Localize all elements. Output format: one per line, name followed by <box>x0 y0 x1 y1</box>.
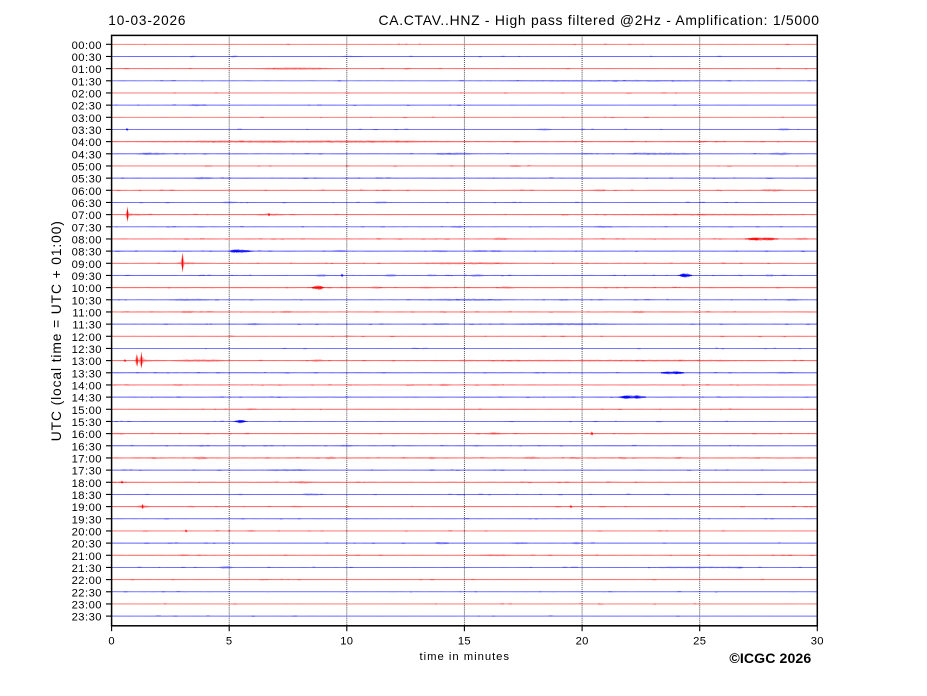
svg-text:12:00: 12:00 <box>72 332 102 344</box>
svg-text:01:00: 01:00 <box>72 64 102 76</box>
svg-text:18:30: 18:30 <box>72 490 102 502</box>
svg-text:07:30: 07:30 <box>72 222 102 234</box>
svg-text:UTC (local time = UTC + 01:00): UTC (local time = UTC + 01:00) <box>49 220 64 441</box>
svg-text:10-03-2026: 10-03-2026 <box>108 13 186 28</box>
svg-text:09:30: 09:30 <box>72 271 102 283</box>
svg-text:10:30: 10:30 <box>72 295 102 307</box>
svg-text:21:00: 21:00 <box>72 551 102 563</box>
svg-text:00:00: 00:00 <box>72 40 102 52</box>
svg-text:09:00: 09:00 <box>72 259 102 271</box>
svg-text:0: 0 <box>108 636 115 648</box>
svg-text:CA.CTAV..HNZ - High pass filte: CA.CTAV..HNZ - High pass filtered @2Hz -… <box>378 12 819 28</box>
svg-text:00:30: 00:30 <box>72 52 102 64</box>
svg-text:11:30: 11:30 <box>72 320 102 332</box>
svg-text:22:30: 22:30 <box>72 587 102 599</box>
svg-text:06:30: 06:30 <box>72 198 102 210</box>
svg-text:20:30: 20:30 <box>72 539 102 551</box>
svg-text:07:00: 07:00 <box>72 210 102 222</box>
svg-text:03:30: 03:30 <box>72 125 102 137</box>
svg-text:time in minutes: time in minutes <box>420 651 511 663</box>
svg-text:12:30: 12:30 <box>72 344 102 356</box>
svg-text:01:30: 01:30 <box>72 76 102 88</box>
svg-text:17:00: 17:00 <box>72 453 102 465</box>
svg-text:16:00: 16:00 <box>72 429 102 441</box>
svg-text:18:00: 18:00 <box>72 478 102 490</box>
svg-text:02:00: 02:00 <box>72 88 102 100</box>
svg-text:17:30: 17:30 <box>72 466 102 478</box>
svg-text:08:00: 08:00 <box>72 234 102 246</box>
svg-text:15:00: 15:00 <box>72 405 102 417</box>
svg-text:19:00: 19:00 <box>72 502 102 514</box>
svg-text:13:00: 13:00 <box>72 356 102 368</box>
svg-text:©ICGC 2026: ©ICGC 2026 <box>729 650 811 666</box>
svg-text:20:00: 20:00 <box>72 526 102 538</box>
svg-text:5: 5 <box>226 636 233 648</box>
svg-text:30: 30 <box>811 636 824 648</box>
svg-text:05:00: 05:00 <box>72 161 102 173</box>
svg-text:13:30: 13:30 <box>72 368 102 380</box>
svg-text:25: 25 <box>693 636 706 648</box>
svg-text:04:30: 04:30 <box>72 149 102 161</box>
svg-text:11:00: 11:00 <box>72 307 102 319</box>
svg-text:05:30: 05:30 <box>72 174 102 186</box>
svg-text:10: 10 <box>340 636 353 648</box>
svg-text:22:00: 22:00 <box>72 575 102 587</box>
svg-text:06:00: 06:00 <box>72 186 102 198</box>
svg-text:14:30: 14:30 <box>72 393 102 405</box>
svg-text:08:30: 08:30 <box>72 247 102 259</box>
svg-text:23:30: 23:30 <box>72 612 102 624</box>
svg-text:14:00: 14:00 <box>72 380 102 392</box>
svg-text:19:30: 19:30 <box>72 514 102 526</box>
svg-text:10:00: 10:00 <box>72 283 102 295</box>
svg-text:23:00: 23:00 <box>72 599 102 611</box>
svg-text:21:30: 21:30 <box>72 563 102 575</box>
svg-text:16:30: 16:30 <box>72 441 102 453</box>
svg-text:20: 20 <box>576 636 589 648</box>
svg-text:02:30: 02:30 <box>72 101 102 113</box>
svg-text:15:30: 15:30 <box>72 417 102 429</box>
svg-text:15: 15 <box>458 636 471 648</box>
svg-text:04:00: 04:00 <box>72 137 102 149</box>
svg-text:03:00: 03:00 <box>72 113 102 125</box>
